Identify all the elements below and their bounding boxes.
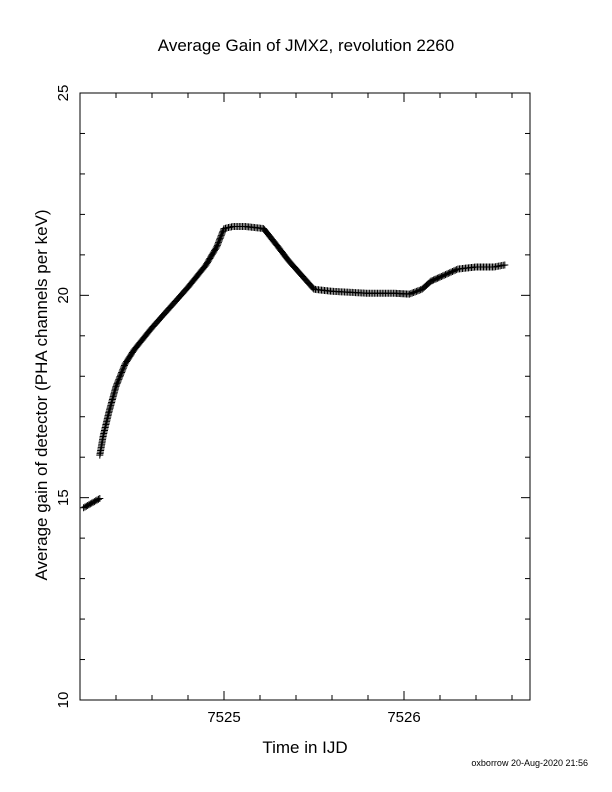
data-point bbox=[94, 495, 102, 503]
plot-frame bbox=[79, 92, 531, 701]
data-point bbox=[501, 261, 509, 269]
data-marks bbox=[80, 223, 509, 512]
x-tick-label: 7526 bbox=[387, 709, 420, 726]
y-axis-label: Average gain of detector (PHA channels p… bbox=[32, 209, 51, 581]
x-tick-label: 7525 bbox=[207, 709, 240, 726]
axis-ticks bbox=[80, 92, 530, 701]
y-tick-label: 15 bbox=[55, 489, 72, 506]
y-tick-label: 25 bbox=[55, 85, 72, 102]
y-tick-label: 10 bbox=[55, 692, 72, 709]
chart-title: Average Gain of JMX2, revolution 2260 bbox=[157, 36, 455, 55]
tick-labels: 7525 7526 10 15 20 25 bbox=[55, 85, 421, 726]
footer-timestamp: oxborrow 20-Aug-2020 21:56 bbox=[471, 758, 588, 768]
x-axis-label: Time in IJD bbox=[262, 738, 348, 757]
data-point bbox=[453, 266, 461, 274]
y-tick-label: 20 bbox=[55, 287, 72, 304]
data-point bbox=[96, 494, 104, 502]
